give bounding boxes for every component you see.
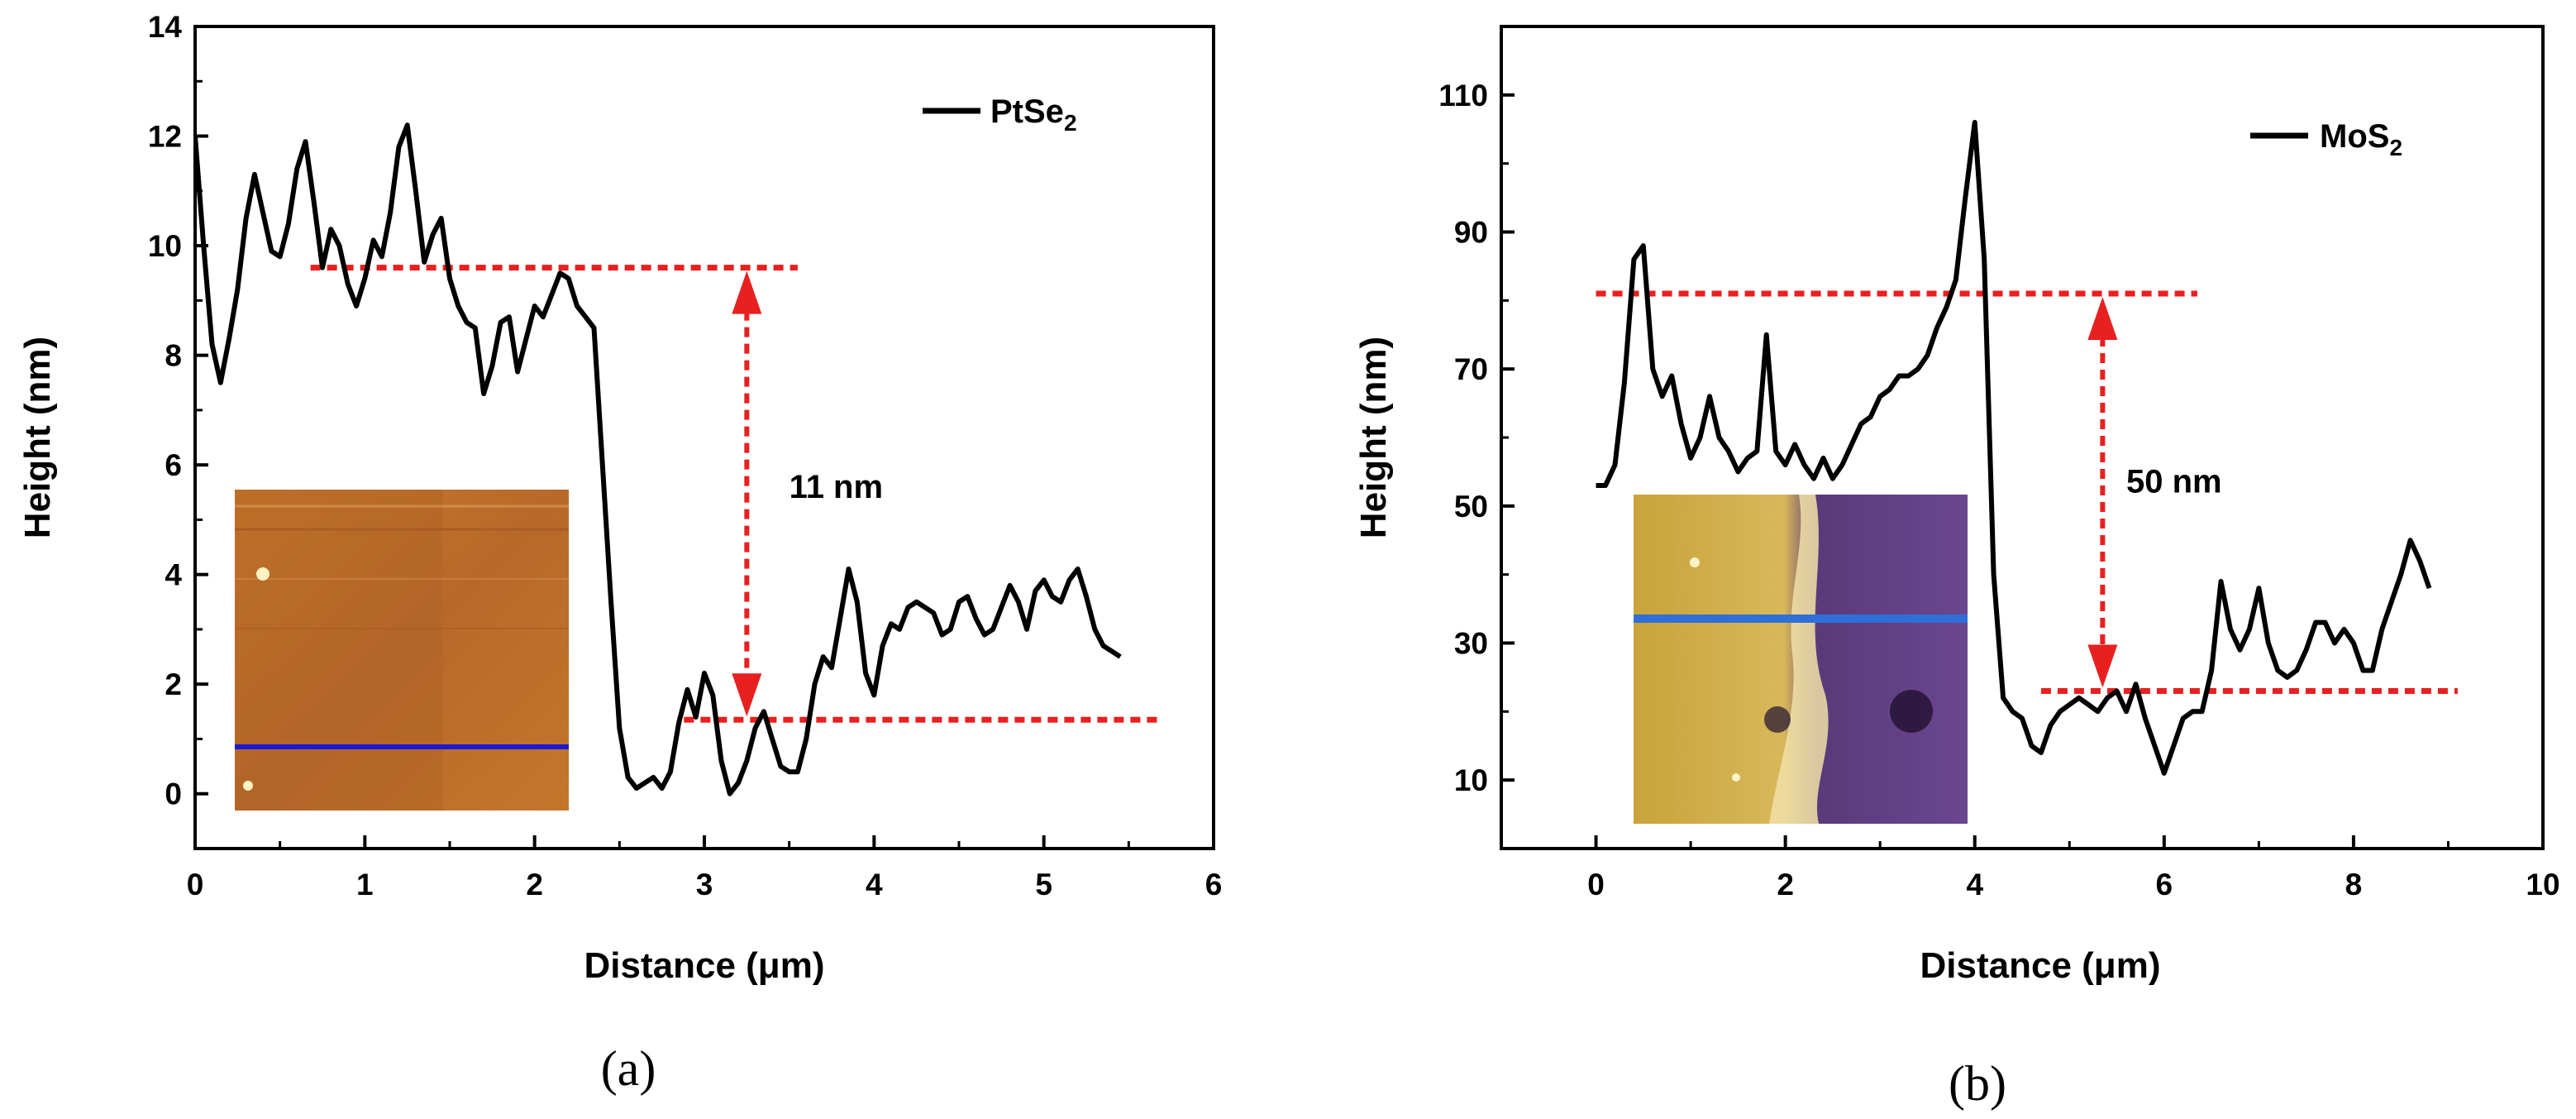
inset-image-b — [1634, 495, 1968, 824]
x-tick-label: 1 — [356, 868, 374, 901]
x-tick-label: 4 — [866, 868, 883, 901]
legend-b: MoS2 — [2250, 118, 2402, 160]
y-axis-label-b: Height (nm) — [1353, 337, 1394, 538]
y-tick-label: 30 — [1454, 627, 1488, 661]
y-tick-label: 6 — [165, 448, 182, 482]
arrow-head-up — [732, 270, 762, 314]
panel-b: 0 2 4 6 8 10 10 30 50 70 90 110 MoS2 50 nm Distance… — [1353, 25, 2560, 1111]
arrow-head-up — [2087, 297, 2118, 341]
series-line-mos2 — [1596, 120, 2432, 776]
x-tick-label: 6 — [1205, 868, 1223, 901]
y-tick-label: 90 — [1454, 216, 1488, 250]
y-tick-label: 0 — [165, 777, 182, 811]
x-tick-label: 6 — [2156, 868, 2173, 901]
y-tick-label: 10 — [148, 229, 182, 263]
y-tick-label: 70 — [1454, 352, 1488, 386]
x-tick-label: 10 — [2526, 868, 2559, 901]
x-tick-label: 0 — [187, 868, 204, 901]
x-axis-label-a: Distance (μm) — [584, 945, 825, 986]
annotation-text-b: 50 nm — [2126, 463, 2222, 500]
series-line-ptse2 — [195, 122, 1122, 796]
y-tick-label: 8 — [165, 339, 182, 373]
panel-label-b: (b) — [1949, 1056, 2006, 1111]
legend-a: PtSe2 — [923, 93, 1077, 136]
arrow-head-down — [2087, 644, 2118, 688]
annotation-text-a: 11 nm — [789, 469, 883, 505]
x-tick-label: 8 — [2345, 868, 2363, 901]
y-tick-label: 12 — [148, 120, 182, 154]
legend-label-b: MoS2 — [2320, 118, 2402, 160]
x-tick-label: 2 — [1777, 868, 1794, 901]
legend-label-a: PtSe2 — [990, 93, 1077, 136]
y-tick-label: 110 — [1438, 79, 1488, 112]
annotation-a — [310, 265, 1163, 723]
y-tick-label: 2 — [165, 667, 182, 701]
x-tick-label: 4 — [1966, 868, 1983, 901]
y-tick-label: 10 — [1454, 763, 1488, 797]
ticks-b: 0 2 4 6 8 10 10 30 50 70 90 110 — [1438, 79, 2559, 901]
x-axis-label-b: Distance (μm) — [1920, 945, 2161, 986]
x-tick-label: 5 — [1035, 868, 1052, 901]
annotation-b — [1596, 290, 2458, 694]
x-tick-label: 3 — [696, 868, 713, 901]
panel-label-a: (a) — [601, 1041, 656, 1096]
y-tick-label: 14 — [148, 10, 183, 44]
y-axis-label-a: Height (nm) — [17, 337, 58, 538]
x-tick-label: 2 — [526, 868, 543, 901]
y-tick-label: 50 — [1454, 490, 1488, 524]
x-tick-label: 0 — [1587, 868, 1605, 901]
inset-image-a — [235, 490, 569, 811]
y-tick-label: 4 — [165, 558, 182, 592]
arrow-head-down — [732, 673, 762, 717]
